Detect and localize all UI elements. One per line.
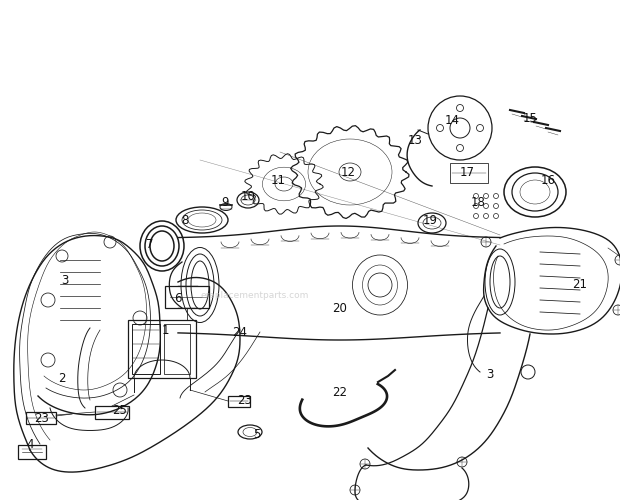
Bar: [18, 445, 46, 459]
Bar: [450, 163, 488, 183]
Text: 25: 25: [113, 404, 128, 416]
Text: 3: 3: [61, 274, 69, 286]
Text: 17: 17: [459, 166, 474, 178]
Text: 12: 12: [340, 166, 355, 179]
Text: 1: 1: [161, 324, 169, 336]
Text: 15: 15: [523, 112, 538, 124]
Text: 6: 6: [174, 292, 182, 304]
Text: 2: 2: [58, 372, 66, 384]
Bar: [26, 412, 56, 424]
Text: 5: 5: [254, 428, 260, 442]
Text: ereplacementparts.com: ereplacementparts.com: [201, 290, 309, 300]
Text: 3: 3: [486, 368, 494, 382]
Text: 9: 9: [221, 196, 229, 208]
Text: 7: 7: [146, 238, 154, 252]
Bar: [132, 324, 160, 374]
Text: 24: 24: [232, 326, 247, 338]
Text: 10: 10: [241, 190, 255, 203]
Text: 23: 23: [35, 412, 50, 424]
Text: 13: 13: [407, 134, 422, 146]
Bar: [164, 324, 190, 374]
Text: 8: 8: [181, 214, 188, 226]
Bar: [128, 320, 196, 378]
Text: 22: 22: [332, 386, 347, 398]
Bar: [228, 396, 250, 407]
Text: 18: 18: [471, 196, 485, 208]
Text: 19: 19: [422, 214, 438, 226]
Text: 20: 20: [332, 302, 347, 314]
Text: 21: 21: [572, 278, 588, 291]
Bar: [165, 286, 209, 308]
Bar: [95, 406, 129, 419]
Text: 11: 11: [270, 174, 285, 186]
Text: 14: 14: [445, 114, 459, 126]
Text: 16: 16: [541, 174, 556, 186]
Text: 23: 23: [237, 394, 252, 406]
Text: 4: 4: [26, 438, 33, 452]
